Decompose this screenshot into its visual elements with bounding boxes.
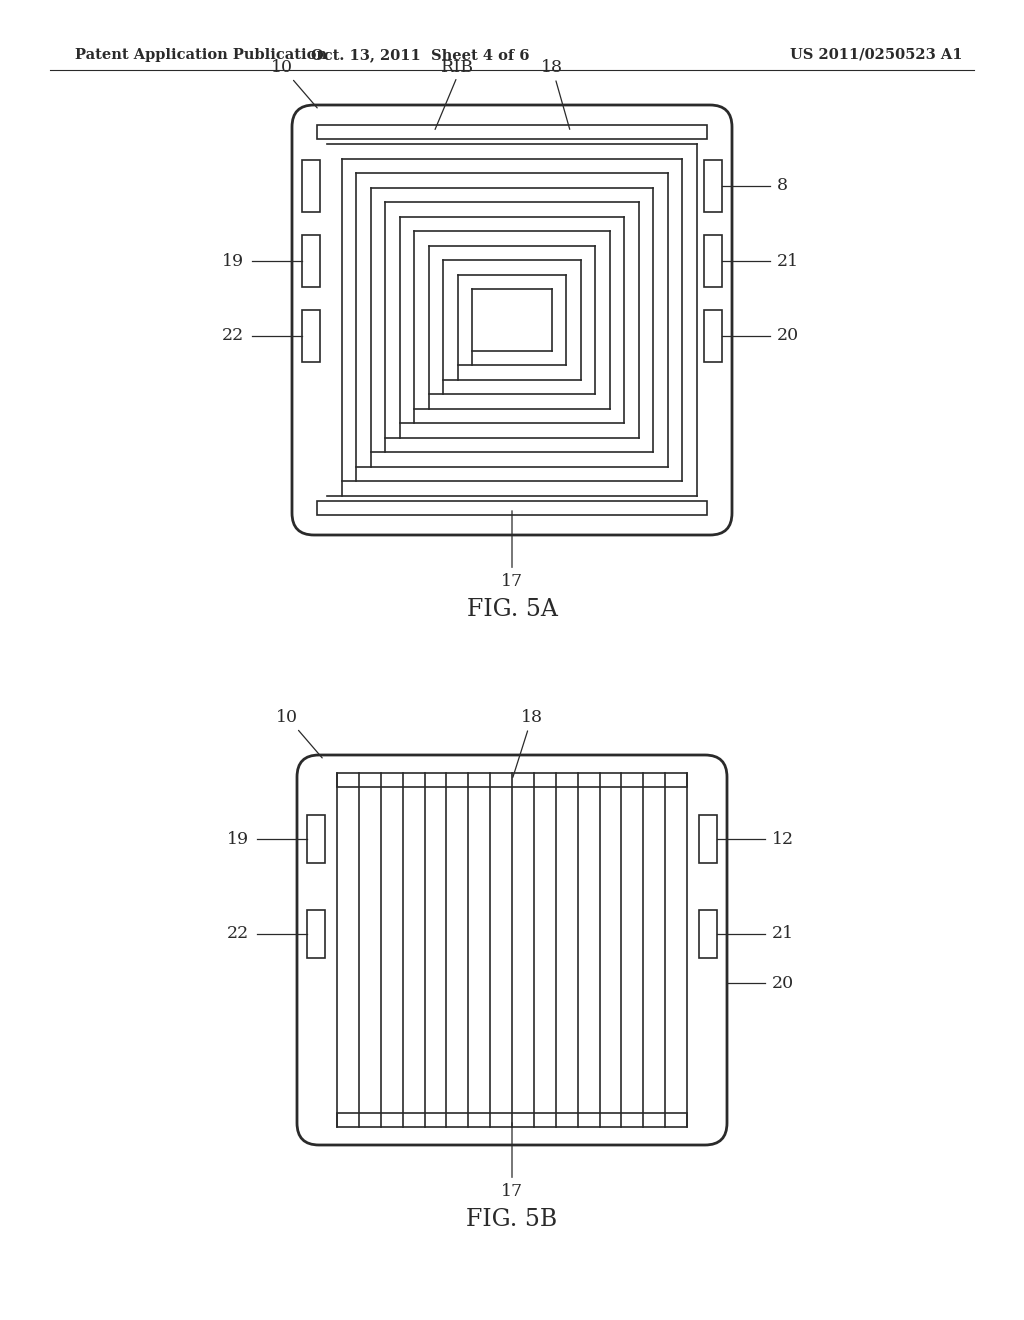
Text: 10: 10: [271, 58, 317, 108]
Bar: [302, 160, 319, 213]
Text: 18: 18: [541, 58, 569, 129]
Bar: [699, 814, 717, 863]
FancyBboxPatch shape: [297, 755, 727, 1144]
Text: RIB: RIB: [440, 58, 473, 75]
Text: 20: 20: [772, 974, 795, 991]
Bar: [705, 310, 722, 362]
Text: 22: 22: [222, 327, 244, 345]
Text: 12: 12: [772, 830, 795, 847]
Bar: [302, 310, 319, 362]
Text: Oct. 13, 2011  Sheet 4 of 6: Oct. 13, 2011 Sheet 4 of 6: [310, 48, 529, 62]
Text: 17: 17: [501, 1123, 523, 1200]
FancyBboxPatch shape: [292, 106, 732, 535]
Bar: [317, 125, 707, 139]
Bar: [337, 774, 687, 787]
Text: FIG. 5B: FIG. 5B: [466, 1209, 558, 1232]
Text: 19: 19: [227, 830, 249, 847]
Text: US 2011/0250523 A1: US 2011/0250523 A1: [790, 48, 963, 62]
Bar: [317, 502, 707, 515]
Bar: [699, 909, 717, 958]
Text: Patent Application Publication: Patent Application Publication: [75, 48, 327, 62]
Text: 17: 17: [501, 511, 523, 590]
Bar: [302, 235, 319, 286]
Bar: [307, 909, 325, 958]
Text: 18: 18: [513, 709, 543, 777]
Text: 10: 10: [276, 709, 323, 758]
Bar: [307, 814, 325, 863]
Text: 21: 21: [772, 925, 795, 942]
Text: 20: 20: [777, 327, 799, 345]
Text: FIG. 5A: FIG. 5A: [467, 598, 557, 622]
Bar: [337, 1113, 687, 1127]
Text: 21: 21: [777, 252, 799, 269]
Text: 22: 22: [226, 925, 249, 942]
Bar: [705, 235, 722, 286]
Bar: [705, 160, 722, 213]
Text: 19: 19: [222, 252, 244, 269]
Text: 8: 8: [777, 177, 788, 194]
